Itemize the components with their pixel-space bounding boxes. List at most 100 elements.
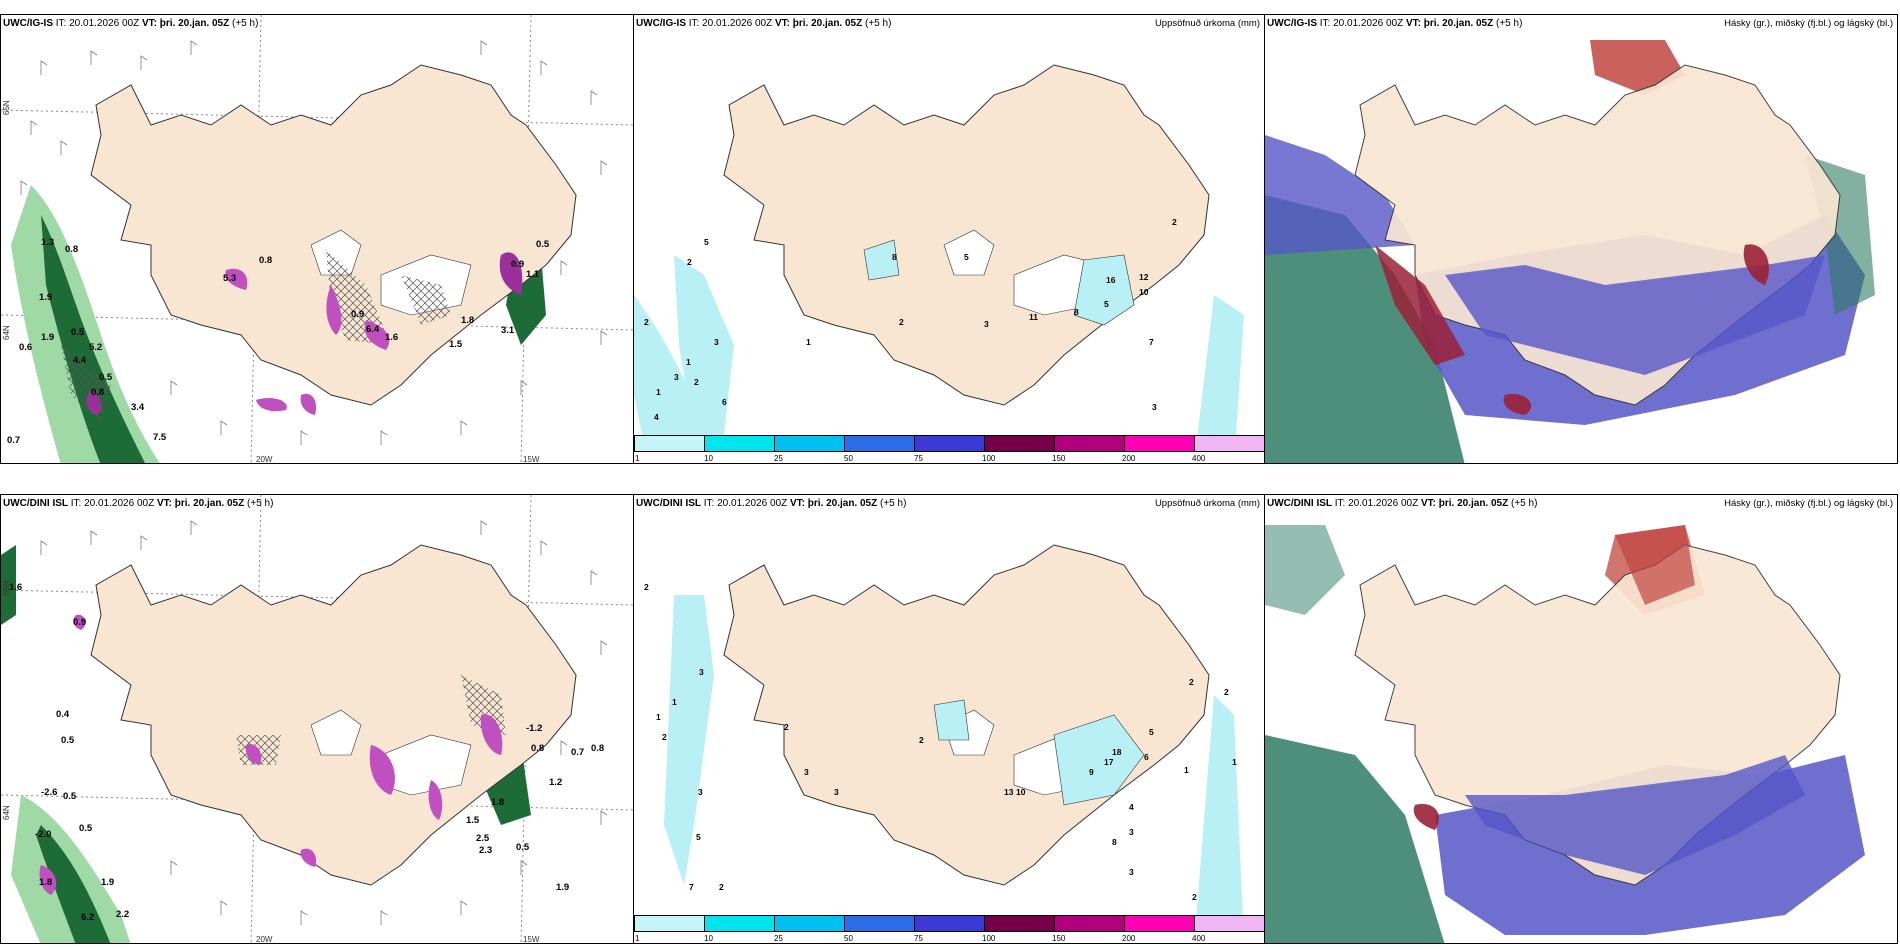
- precip-value: 2: [784, 722, 789, 732]
- precip-value: 6: [1144, 752, 1149, 762]
- cloud-low: [1265, 195, 1465, 463]
- colorbar-tick: 400: [1192, 454, 1206, 463]
- wind-value: 1.9: [39, 292, 52, 303]
- wind-value: 0.5: [63, 791, 77, 802]
- colorbar-swatch: [1124, 435, 1195, 452]
- colorbar-tick: 1: [635, 454, 640, 463]
- wind-value: 0.7: [571, 747, 584, 758]
- wind-value: 2.3: [479, 845, 492, 856]
- wind-value: 0.9: [73, 617, 86, 628]
- wind-value: 1.6: [385, 332, 398, 343]
- colorbar-swatch: [984, 915, 1055, 932]
- precip-value: 12: [1139, 272, 1149, 282]
- precip-value: 3: [834, 787, 839, 797]
- precip-area: [674, 255, 734, 435]
- cloud-low: [1265, 735, 1445, 943]
- wind-value: -2.6: [41, 787, 57, 798]
- panel-title: UWC/IG-IS IT: 20.01.2026 00Z VT: þri. 20…: [3, 18, 259, 29]
- colorbar-tick: 50: [844, 934, 853, 943]
- lon-label: 15W: [523, 935, 540, 944]
- colorbar-swatch: [704, 915, 775, 932]
- cloud-high: [1375, 245, 1465, 365]
- precip-value: 5: [696, 832, 701, 842]
- cloud-low: [1265, 525, 1345, 615]
- precip-value: 1: [656, 387, 661, 397]
- wind-value: 2.2: [116, 909, 129, 920]
- wind-value: 1.1: [526, 269, 540, 280]
- wind-magenta: [300, 848, 317, 867]
- panel-title: UWC/DINI ISL IT: 20.01.2026 00Z VT: þri.…: [636, 498, 907, 509]
- precip-panel-top: UWC/IG-IS IT: 20.01.2026 00Z VT: þri. 20…: [633, 14, 1265, 464]
- precip-value: 4: [1129, 802, 1134, 812]
- wind-value: 0.5: [79, 823, 93, 834]
- precip-value: 3: [1129, 827, 1134, 837]
- colorbar-tick: 400: [1192, 934, 1206, 943]
- colorbar-tick: 200: [1122, 934, 1136, 943]
- cloud-high: [1743, 244, 1769, 285]
- precip-value: 2: [719, 882, 724, 892]
- colorbar-tick: 150: [1052, 934, 1066, 943]
- colorbar-tick: 75: [914, 934, 923, 943]
- precip-value: 3: [699, 667, 704, 677]
- precip-value: 2: [662, 732, 667, 742]
- precip-area: [1196, 295, 1244, 445]
- precip-value: 2: [1189, 677, 1194, 687]
- wind-value: 1.5: [449, 339, 463, 350]
- precip-value: 3: [804, 767, 809, 777]
- wind-value: 0.8: [65, 244, 78, 255]
- panel-title: UWC/IG-IS IT: 20.01.2026 00Z VT: þri. 20…: [636, 18, 892, 29]
- precip-value: 8: [892, 252, 897, 262]
- precip-value: 1: [686, 357, 691, 367]
- precip-value: 1: [1232, 757, 1237, 767]
- wind-value: 0.8: [531, 743, 544, 754]
- glacier: [943, 229, 995, 276]
- wind-value: -2.0: [35, 829, 51, 840]
- precip-panel-bottom: UWC/DINI ISL IT: 20.01.2026 00Z VT: þri.…: [633, 494, 1265, 944]
- wind-value: 0.8: [91, 387, 104, 398]
- colorbar-swatch: [1054, 915, 1125, 932]
- precip-map: 2 1 1 3 2 3 5 7 2 2 3 3 2 13 10 9 17 18 …: [644, 544, 1244, 925]
- precip-area: [664, 595, 714, 885]
- precip-value: 13: [1004, 787, 1014, 797]
- wind-value: 0.8: [259, 255, 272, 266]
- colorbar-tick: 100: [982, 454, 996, 463]
- lat-label: 65N: [2, 580, 11, 595]
- wind-value: 1.3: [41, 237, 54, 248]
- precip-area: [1053, 714, 1145, 806]
- colorbar-tick: 100: [982, 934, 996, 943]
- precip-area: [1073, 254, 1135, 326]
- wind-value: 0.5: [61, 735, 75, 746]
- cloud-panel-bottom: UWC/DINI ISL IT: 20.01.2026 00Z VT: þri.…: [1264, 494, 1898, 944]
- wind-value: 0.5: [516, 842, 530, 853]
- colorbar-tick: 25: [774, 454, 783, 463]
- cloud-panel-top: UWC/IG-IS IT: 20.01.2026 00Z VT: þri. 20…: [1264, 14, 1898, 464]
- wind-value: 1.6: [9, 582, 22, 593]
- precip-value: 5: [1104, 299, 1109, 309]
- lat-label: 64N: [2, 325, 11, 340]
- colorbar-swatch: [1054, 435, 1125, 452]
- wind-value: 1.5: [466, 815, 480, 826]
- colorbar-tick: 150: [1052, 454, 1066, 463]
- precip-value: 2: [644, 582, 649, 592]
- wind-map: 65N 64N 20W 15W 1.6 0.9 0.4 0.5 -2.6 0.5…: [1, 495, 633, 944]
- colorbar-swatch: [914, 435, 985, 452]
- wind-magenta: [245, 744, 262, 765]
- precip-value: 1: [672, 697, 677, 707]
- wind-value: 1.9: [101, 877, 114, 888]
- colorbar-swatch: [1124, 915, 1195, 932]
- precip-value: 6: [722, 397, 727, 407]
- lon-label: 20W: [256, 455, 273, 464]
- panel-title: UWC/IG-IS IT: 20.01.2026 00Z VT: þri. 20…: [1267, 18, 1523, 29]
- colorbar-tick: 10: [704, 454, 713, 463]
- wind-value: 0.7: [7, 435, 20, 446]
- precip-value: 3: [698, 787, 703, 797]
- precip-value: 2: [694, 377, 699, 387]
- wind-value: 0.5: [71, 327, 85, 338]
- wind-value: 0.5: [536, 239, 550, 250]
- precip-value: 2: [1172, 217, 1177, 227]
- wind-value: 2.5: [476, 833, 490, 844]
- wind-magenta: [73, 614, 86, 630]
- precip-colorbar: 1 10 25 50 75 100 150 200 400: [634, 435, 1264, 463]
- cloud-high: [1503, 394, 1532, 415]
- precip-area: [863, 239, 900, 281]
